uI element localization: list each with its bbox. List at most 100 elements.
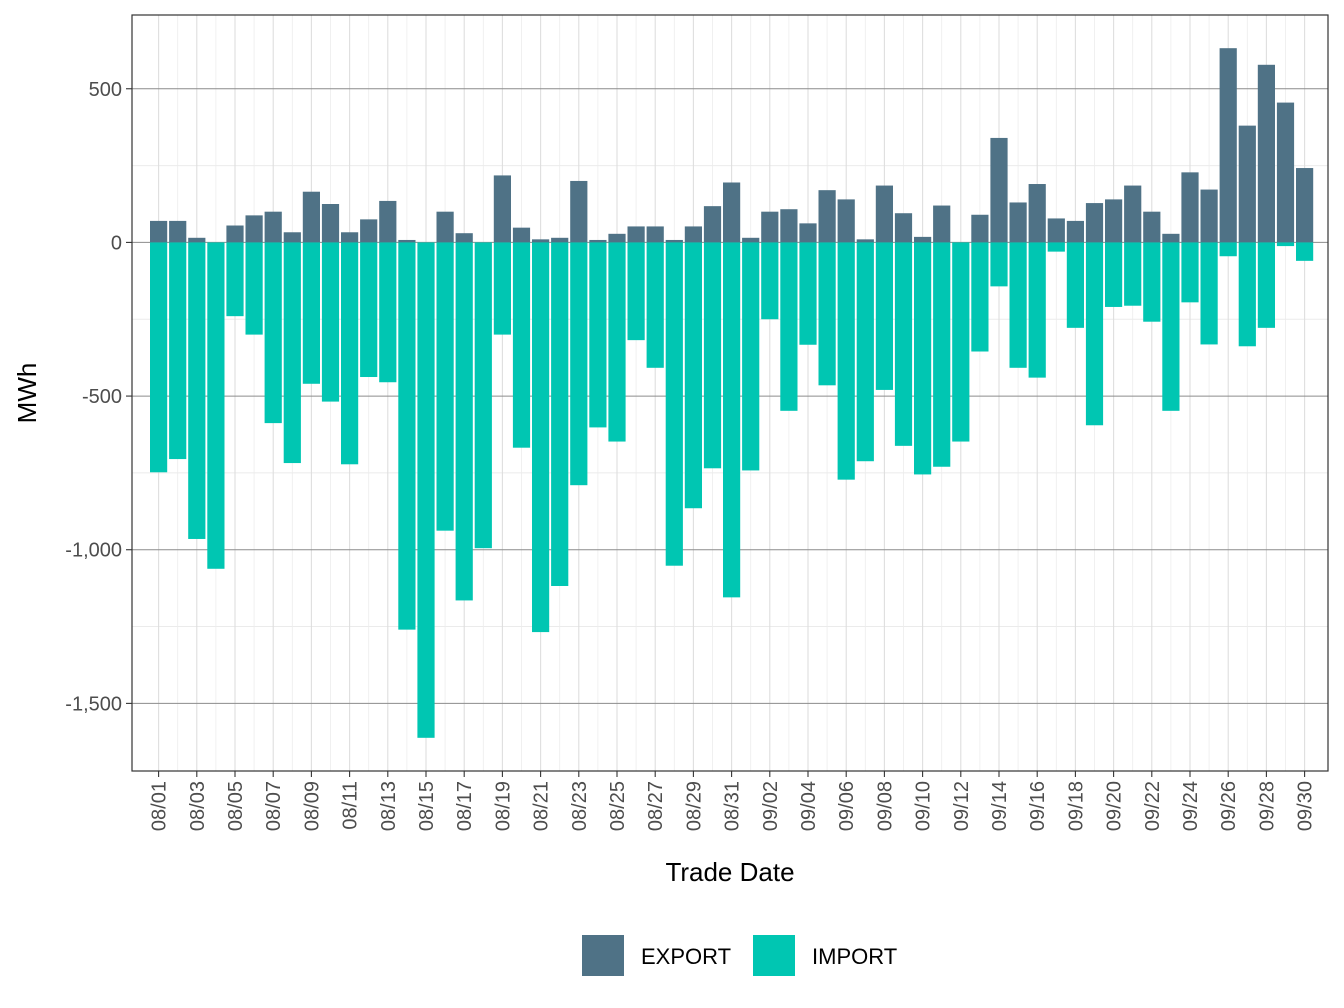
import-bar-08-11 [341, 242, 359, 465]
export-bar-09-19 [1085, 203, 1104, 243]
export-bar-09-17 [1047, 218, 1065, 243]
import-bar-08-27 [646, 242, 664, 368]
export-bar-08-23 [570, 180, 588, 243]
y-tick-label: -500 [82, 386, 122, 408]
export-bar-08-28 [665, 239, 683, 243]
import-bar-08-20 [512, 242, 531, 448]
import-bar-09-15 [1009, 242, 1027, 368]
export-bar-09-08 [875, 185, 893, 243]
x-tick-label: 09/22 [1142, 781, 1164, 831]
export-bar-09-01 [742, 237, 760, 243]
export-bar-08-13 [379, 200, 397, 243]
export-bar-08-24 [589, 239, 607, 243]
y-axis: 500 0 -500 -1,000 -1,500 [65, 79, 132, 715]
x-tick-label: 09/24 [1180, 781, 1202, 831]
export-bar-08-27 [646, 226, 664, 243]
export-bar-09-22 [1143, 211, 1161, 243]
export-bar-09-26 [1219, 48, 1237, 243]
import-legend-label: IMPORT [812, 944, 897, 969]
import-bar-08-07 [264, 242, 282, 424]
export-bar-09-24 [1181, 172, 1199, 243]
import-bar-09-10 [914, 242, 932, 475]
export-bar-08-03 [188, 237, 206, 243]
import-bar-09-07 [856, 242, 874, 462]
import-bar-08-31 [723, 242, 741, 598]
import-bar-09-02 [761, 242, 779, 320]
import-bar-09-16 [1028, 242, 1046, 378]
export-bar-08-31 [723, 182, 741, 243]
export-bar-09-28 [1257, 64, 1275, 243]
export-bar-09-02 [761, 211, 779, 243]
export-bar-09-23 [1162, 233, 1180, 243]
export-bar-09-15 [1009, 202, 1027, 243]
x-tick-label: 08/27 [645, 781, 667, 831]
x-tick-label: 09/12 [951, 781, 973, 831]
x-axis: 08/01 08/03 08/05 08/07 08/09 08/11 08/13 08/15… [149, 771, 1317, 831]
export-bar-08-19 [493, 175, 511, 243]
export-bar-09-21 [1124, 185, 1142, 243]
import-bar-08-05 [226, 242, 244, 317]
export-bar-09-27 [1238, 125, 1256, 243]
import-bar-08-23 [570, 242, 588, 486]
x-tick-label: 08/13 [378, 781, 400, 831]
x-tick-label: 09/08 [874, 781, 896, 831]
import-bar-09-26 [1219, 242, 1237, 257]
import-bar-08-03 [188, 242, 206, 539]
export-bar-08-26 [627, 226, 645, 243]
x-tick-label: 09/26 [1218, 781, 1240, 831]
import-bar-09-03 [780, 242, 798, 411]
import-bar-09-30 [1296, 242, 1314, 261]
import-bar-09-29 [1276, 242, 1295, 247]
import-legend-key [753, 935, 795, 976]
bars [150, 48, 1314, 738]
export-bar-09-20 [1105, 199, 1123, 243]
panel-border [131, 14, 1329, 772]
export-bar-08-21 [532, 239, 550, 243]
import-bar-09-24 [1181, 242, 1199, 303]
import-bar-09-23 [1162, 242, 1180, 411]
x-tick-label: 09/30 [1295, 781, 1317, 831]
export-bar-08-16 [436, 211, 454, 243]
import-bar-08-15 [417, 242, 435, 738]
import-bar-09-17 [1047, 242, 1065, 252]
legend: EXPORT IMPORT [582, 935, 897, 976]
import-bar-09-08 [875, 242, 893, 390]
import-bar-09-20 [1105, 242, 1123, 307]
export-bar-09-06 [837, 199, 855, 243]
import-bar-09-28 [1257, 242, 1275, 328]
y-tick-label: -1,000 [65, 540, 122, 562]
x-tick-label: 08/29 [683, 781, 705, 831]
import-bar-09-27 [1238, 242, 1256, 347]
import-bar-08-01 [150, 242, 168, 473]
import-bar-09-09 [894, 242, 913, 446]
x-tick-label: 09/04 [798, 781, 820, 831]
export-bar-08-14 [398, 239, 416, 243]
x-tick-label: 08/03 [187, 781, 209, 831]
export-bar-08-29 [684, 226, 702, 243]
export-bar-08-17 [455, 233, 473, 243]
export-bar-08-30 [703, 206, 722, 243]
import-bar-08-28 [665, 242, 683, 566]
x-tick-label: 08/09 [301, 781, 323, 831]
export-bar-08-22 [551, 237, 569, 243]
import-bar-08-08 [283, 242, 301, 464]
import-bar-08-02 [169, 242, 187, 460]
export-bar-09-05 [818, 190, 836, 243]
import-bar-08-14 [398, 242, 416, 630]
import-bar-09-25 [1200, 242, 1218, 345]
import-bar-08-17 [455, 242, 473, 601]
import-bar-08-25 [608, 242, 626, 442]
export-bar-08-01 [150, 220, 168, 243]
import-bar-08-06 [245, 242, 263, 335]
import-bar-09-11 [933, 242, 951, 467]
export-bar-09-14 [990, 137, 1008, 243]
x-tick-label: 09/06 [836, 781, 858, 831]
x-tick-label: 09/02 [760, 781, 782, 831]
import-bar-08-26 [627, 242, 645, 341]
export-bar-08-02 [169, 220, 187, 243]
export-bar-09-03 [780, 209, 798, 243]
x-tick-label: 08/21 [531, 781, 553, 831]
import-bar-09-01 [742, 242, 760, 471]
import-bar-08-21 [532, 242, 550, 633]
import-bar-08-10 [321, 242, 340, 402]
